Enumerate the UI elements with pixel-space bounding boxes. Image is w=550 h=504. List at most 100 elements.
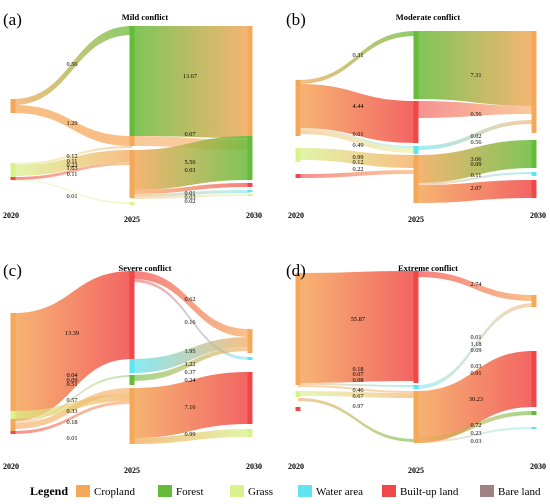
flow-band — [132, 194, 250, 199]
node-cropland — [295, 80, 301, 136]
node-forest — [413, 31, 419, 99]
node-grass — [10, 163, 16, 179]
flow-value-label: 0.12 — [66, 153, 77, 160]
legend-swatch — [480, 485, 494, 497]
legend-item-label: Grass — [248, 486, 273, 498]
flow-value-label: 0.12 — [352, 159, 363, 166]
node-water — [247, 190, 253, 192]
flow-value-label: 0.62 — [184, 296, 195, 303]
flow-band — [13, 150, 132, 176]
node-builtup — [10, 431, 16, 434]
flow-band — [298, 130, 416, 153]
node-water — [413, 385, 419, 389]
flow-band — [416, 271, 534, 301]
year-label: 2030 — [246, 462, 262, 471]
sankey-panel-a: (a) Mild conflict 2020 2025 2030 0.56 1.29 0.12… — [3, 10, 262, 224]
flow-value-label: 0.23 — [66, 162, 77, 169]
node-cropland — [129, 136, 135, 146]
flow-band — [132, 337, 250, 373]
sankey-panel-b: (b) Moderate conflict 2020 2025 2030 0.31 4.44… — [286, 10, 546, 224]
flow-value-label: 1.18 — [470, 341, 481, 348]
legend-item-label: Bare land — [498, 486, 541, 498]
year-label: 2020 — [288, 462, 304, 471]
node-cropland — [247, 26, 253, 138]
node-forest — [129, 26, 135, 136]
year-label: 2025 — [124, 215, 140, 224]
panel-title: Mild conflict — [122, 12, 169, 22]
flow-value-label: 0.99 — [352, 154, 363, 161]
flow-band — [416, 31, 534, 106]
flow-value-label: 0.49 — [352, 142, 363, 149]
year-label: 2020 — [3, 211, 19, 220]
panel-letter: (d) — [286, 261, 306, 280]
flow-band — [13, 105, 132, 146]
year-label: 2030 — [530, 462, 546, 471]
year-label: 2020 — [288, 211, 304, 220]
node-cropland — [531, 31, 537, 133]
flow-value-label: 0.56 — [470, 139, 481, 146]
flow-band — [416, 180, 534, 203]
flow-value-label: 0.51 — [66, 381, 77, 388]
panel-title: Extreme conflict — [398, 263, 458, 273]
flow-band — [298, 385, 416, 393]
flow-value-label: 0.09 — [470, 161, 481, 168]
legend: Legend Cropland Forest Grass Water area Built… — [30, 484, 541, 498]
node-builtup — [413, 101, 419, 143]
flow-band — [13, 146, 132, 165]
node-builtup — [295, 407, 301, 411]
node-water — [413, 146, 419, 154]
flow-value-label: 0.08 — [352, 377, 363, 384]
flow-band — [298, 128, 416, 148]
flow-band — [416, 101, 534, 118]
flow-value-label: 0.03 — [184, 194, 195, 201]
year-label: 2025 — [408, 215, 424, 224]
node-cropland — [129, 388, 135, 444]
flow-band — [298, 383, 416, 387]
flow-value-label: 0.09 — [66, 377, 77, 384]
flow-value-label: 0.18 — [66, 419, 77, 426]
flow-band — [132, 347, 250, 381]
flow-value-label: 0.02 — [470, 133, 481, 140]
flow-value-label: 0.72 — [470, 422, 481, 429]
node-water — [129, 359, 135, 373]
flow-value-label: 1.63 — [66, 165, 77, 172]
flow-value-label: 0.07 — [184, 131, 195, 138]
flow-value-label: 0.11 — [67, 171, 78, 178]
flow-value-label: 2.74 — [470, 281, 482, 288]
legend-item-label: Cropland — [94, 486, 135, 498]
flow-value-label: 4.44 — [352, 103, 364, 110]
flow-value-label: 0.97 — [352, 403, 363, 410]
node-water — [531, 427, 537, 429]
panel-letter: (c) — [3, 261, 22, 280]
node-water — [531, 172, 537, 176]
flow-band — [298, 398, 416, 442]
flow-value-label: 0.56 — [66, 61, 77, 68]
flow-value-label: 0.11 — [471, 172, 482, 179]
flow-value-label: 0.01 — [66, 193, 77, 200]
node-builtup — [10, 177, 16, 180]
node-cropland — [295, 273, 301, 385]
flow-value-label: 0.01 — [184, 190, 195, 197]
flow-value-label: 0.16 — [184, 319, 195, 326]
node-grass — [247, 429, 253, 437]
flow-value-label: 0.02 — [184, 198, 195, 205]
year-label: 2020 — [3, 462, 19, 471]
node-water — [247, 357, 253, 360]
node-builtup — [129, 271, 135, 359]
node-cropland — [413, 391, 419, 443]
legend-swatch — [230, 485, 244, 497]
flow-value-label: 1.22 — [184, 361, 195, 368]
flow-value-label: 0.01 — [470, 334, 481, 341]
panel-letter: (b) — [286, 10, 306, 29]
node-grass — [129, 202, 135, 205]
flow-band — [132, 26, 250, 138]
flow-band — [13, 271, 132, 421]
flow-value-label: 7.31 — [470, 72, 481, 79]
sankey-panel-d: (d) Extreme conflict 2020 2025 2030 55.87 0.18… — [286, 261, 546, 475]
flow-value-label: 1.95 — [184, 348, 195, 355]
node-grass — [295, 391, 301, 397]
flow-band — [13, 162, 132, 180]
flow-value-label: 0.31 — [352, 52, 363, 59]
node-builtup — [247, 183, 253, 187]
flow-band — [298, 170, 416, 178]
